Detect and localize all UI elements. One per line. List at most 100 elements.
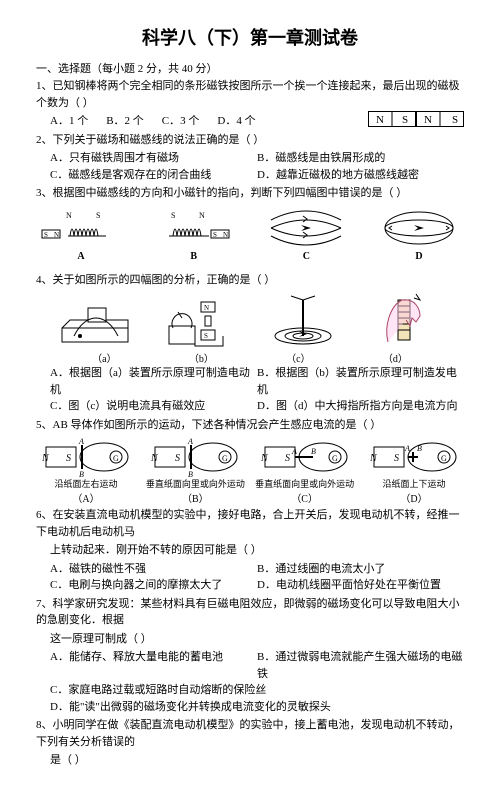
bar-magnet-figure: N S N S [368,111,464,133]
q8-stem: 小明同学在做《装配直流电动机模型》的实验中，接上蓄电池，发现电动机不转动，下列有… [36,719,460,748]
svg-text:S: S [394,453,399,464]
q2-num: 2、 [36,134,53,146]
q2-opt-d: D．越靠近磁极的地方磁感线越密 [257,167,464,184]
q4-num: 4、 [36,274,53,286]
q4-fig-a [56,292,134,348]
svg-text:S: S [204,332,208,340]
q4-options: A．根据图（a）装置所示原理可制造电动机 B．根据图（b）装置所示原理可制造发电… [36,365,464,415]
q1-num: 1、 [36,80,53,92]
q5-fig-c: N S A B G 垂直纸面向里或向外运动 （C） [255,437,355,505]
q4-cap-d: （d） [383,350,408,365]
svg-text:A: A [404,444,410,453]
q5-d-lab: （D） [364,490,464,505]
q1-stem: 已知钢棒将两个完全相同的条形磁铁按图所示一个挨一个连接起来，最后出现的磁极个数为… [36,80,460,109]
q6-opt-a: A．磁铁的磁性不强 [50,561,257,578]
section-heading: 一、选择题（每小题 2 分，共 40 分） [36,60,464,76]
q6-stem1: 在安装直流电动机模型的实验中，接好电路，合上开关后，发现电动机不转，经推一下电动… [36,509,460,538]
q5-stem: AB 导体作如图所示的运动，下述各种情况会产生感应电流的是（ ） [53,419,382,431]
q3-num: 3、 [36,187,53,199]
q2-stem: 下列关于磁场和磁感线的说法正确的是（ ） [53,134,265,146]
q6-opt-d: D．电动机线圈平面恰好处在平衡位置 [257,577,464,594]
question-5: 5、AB 导体作如图所示的运动，下述各种情况会产生感应电流的是（ ） [36,417,464,434]
svg-text:B: B [311,447,316,456]
q5-fig-a: N S A B G 沿纸面左右运动 （A） [36,437,136,505]
question-4: 4、关于如图所示的四幅图的分析，正确的是（ ） [36,272,464,289]
q5-b-line: 垂直纸面向里或向外运动 [145,477,245,490]
q3-label-c: C [261,251,351,262]
q5-fig-b: N S A B G 垂直纸面向里或向外运动 （B） [145,437,245,505]
svg-text:B: B [188,470,193,477]
q2-opt-b: B．磁感线是由铁屑形成的 [257,150,464,167]
q5-c-line: 垂直纸面向里或向外运动 [255,477,355,490]
q2-options: A．只有磁铁周围才有磁场 B．磁感线是由铁屑形成的 C．磁感线是客观存在的闭合曲… [36,150,464,183]
svg-text:B: B [79,470,84,477]
q3-label-a: A [36,251,126,262]
q5-d-line: 沿纸面上下运动 [364,477,464,490]
ns-n2: N [424,114,432,126]
svg-text:N: N [260,453,269,464]
svg-text:N: N [41,453,50,464]
q6-options: A．磁铁的磁性不强 B．通过线圈的电流太小了 C．电刷与换向器之间的摩擦太大了 … [36,561,464,594]
q4-opt-a: A．根据图（a）装置所示原理可制造电动机 [50,365,257,398]
q4-captions: （a） （b） （c） （d） [36,350,464,365]
q2-opt-c: C．磁感线是客观存在的闭合曲线 [50,167,257,184]
svg-text:G: G [113,454,119,463]
q7-opt-c: C．家庭电路过载或短路时自动熔断的保险丝 [50,682,464,699]
ns-s2: S [452,114,458,126]
q7-stem1: 科学家研究发现：某些材料具有巨磁电阻效应，即微弱的磁场变化可以导致电阻大小的急剧… [36,598,460,627]
q3-figures: NS SN A SN SN B [36,206,464,262]
svg-text:N: N [223,231,228,239]
q7-opt-d: D．能"读"出微弱的磁场变化并转换成电流变化的灵敏探头 [50,699,464,716]
q7-options: A．能储存、释放大量电能的蓄电池 B．通过微弱电流就能产生强大磁场的电磁铁 C．… [36,649,464,715]
q4-opt-c: C．图（c）说明电流具有磁效应 [50,398,257,415]
q5-num: 5、 [36,419,53,431]
q4-cap-a: （a） [92,350,116,365]
svg-text:N: N [150,453,159,464]
q3-stem: 根据图中磁感线的方向和小磁针的指向，判断下列四幅图中错误的是（ ） [53,187,408,199]
svg-text:N: N [66,211,72,220]
q5-fig-d: N S A B G 沿纸面上下运动 （D） [364,437,464,505]
q4-fig-d [366,292,444,348]
q5-a-line: 沿纸面左右运动 [36,477,136,490]
question-3: 3、根据图中磁感线的方向和小磁针的指向，判断下列四幅图中错误的是（ ） [36,185,464,202]
question-2: 2、下列关于磁场和磁感线的说法正确的是（ ） [36,132,464,149]
svg-text:S: S [285,453,290,464]
svg-text:B: B [417,444,422,453]
svg-text:S: S [213,231,217,239]
q7-stem2: 这一原理可制成（ ） [36,631,464,648]
svg-text:S: S [171,211,175,220]
svg-text:G: G [222,454,228,463]
q3-label-b: B [149,251,239,262]
svg-text:N: N [369,453,378,464]
q6-num: 6、 [36,509,53,521]
q4-opt-b: B．根据图（b）装置所示原理可制造发电机 [257,365,464,398]
q8-num: 8、 [36,719,53,731]
page-title: 科学八（下）第一章测试卷 [36,24,464,50]
q7-opt-a: A．能储存、释放大量电能的蓄电池 [50,649,257,682]
q7-opt-b: B．通过微弱电流就能产生强大磁场的电磁铁 [257,649,464,682]
q3-fig-a: NS SN A [36,206,126,262]
svg-text:G: G [332,454,338,463]
q4-cap-c: （c） [286,350,310,365]
svg-text:N: N [199,211,205,220]
question-1: 1、已知钢棒将两个完全相同的条形磁铁按图所示一个挨一个连接起来，最后出现的磁极个… [36,78,464,111]
svg-text:N: N [54,231,59,239]
q1-opt-a: A．1 个 [50,113,88,130]
q8-tail: 是（ ） [36,752,464,769]
q1-opt-d: D．4 个 [217,113,255,130]
q3-fig-c: C [261,206,351,262]
svg-text:S: S [44,231,48,239]
svg-text:G: G [441,454,447,463]
question-6: 6、在安装直流电动机模型的实验中，接好电路，合上开关后，发现电动机不转，经推一下… [36,507,464,540]
q4-opt-d: D．图（d）中大拇指所指方向是电流方向 [257,398,464,415]
svg-text:A: A [187,437,193,446]
page: 科学八（下）第一章测试卷 一、选择题（每小题 2 分，共 40 分） 1、已知钢… [0,0,500,791]
q3-label-d: D [374,251,464,262]
svg-text:N: N [204,304,209,312]
q6-opt-c: C．电刷与换向器之间的摩擦太大了 [50,577,257,594]
q4-figures: N S [36,292,464,348]
svg-text:S: S [175,453,180,464]
ns-n1: N [376,114,384,126]
q6-opt-b: B．通过线圈的电流太小了 [257,561,464,578]
ns-s1: S [402,114,408,126]
